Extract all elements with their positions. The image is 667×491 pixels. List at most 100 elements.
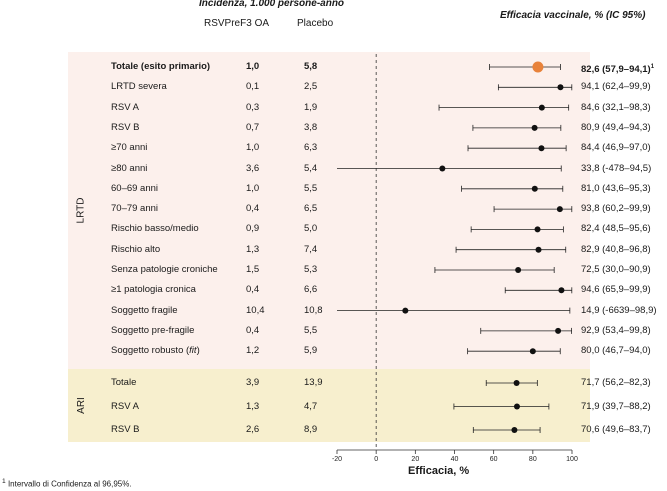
ari-group-label: ARI	[68, 369, 94, 442]
row-placebo-value: 2,5	[304, 81, 318, 93]
row-ci-text: 14,9 (-6639–98,9)	[581, 304, 657, 316]
row-vaccine-value: 0,1	[246, 81, 260, 93]
row-vaccine-value: 0,4	[246, 284, 260, 296]
row-ci-text: 70,6 (49,6–83,7)	[581, 424, 651, 435]
footnote: 1 Intervallo di Confidenza al 96,95%.	[2, 478, 132, 489]
row-label: RSV A	[111, 400, 139, 412]
row-ci-text: 71,9 (39,7–88,2)	[581, 400, 651, 412]
point-estimate	[557, 84, 564, 91]
row-label: Senza patologie croniche	[111, 264, 218, 275]
point-estimate	[555, 327, 562, 334]
row-ci-text: 71,7 (56,2–82,3)	[581, 377, 651, 388]
row-ci-text: 84,6 (32,1–98,3)	[581, 101, 651, 113]
row-vaccine-value: 1,0	[246, 61, 260, 72]
row-ci-text: 82,6 (57,9–94,1)1	[581, 64, 655, 76]
point-estimate	[531, 185, 538, 192]
row-label: Soggetto robusto (fit)	[111, 345, 200, 357]
row-label: RSV B	[111, 424, 140, 435]
point-estimate	[534, 226, 541, 233]
col-vaccine-header: RSVPreF3 OA	[204, 18, 270, 29]
row-placebo-value: 6,5	[304, 203, 318, 215]
row-placebo-value: 6,3	[304, 142, 318, 154]
row-label: ≥1 patologia cronica	[111, 284, 196, 296]
row-vaccine-value: 3,9	[246, 377, 260, 388]
row-ci-text: 81,0 (43,6–95,3)	[581, 182, 651, 194]
point-estimate	[556, 206, 563, 213]
row-vaccine-value: 3,6	[246, 162, 260, 174]
row-label: RSV B	[111, 121, 140, 133]
point-estimate	[558, 287, 565, 294]
point-estimate	[532, 61, 544, 73]
row-ci-text: 80,0 (46,7–94,0)	[581, 345, 651, 357]
row-placebo-value: 1,9	[304, 101, 318, 113]
row-vaccine-value: 2,6	[246, 424, 260, 435]
row-ci-text: 82,4 (48,5–95,6)	[581, 223, 651, 235]
row-vaccine-value: 0,4	[246, 203, 260, 215]
row-vaccine-value: 1,3	[246, 243, 260, 255]
row-label: Rischio alto	[111, 243, 161, 255]
row-vaccine-value: 1,5	[246, 264, 260, 275]
row-vaccine-value: 10,4	[246, 304, 265, 316]
point-estimate	[538, 145, 545, 152]
row-ci-text: 93,8 (60,2–99,9)	[581, 203, 651, 215]
row-placebo-value: 5,0	[304, 223, 318, 235]
x-tick-label: -20	[332, 456, 342, 463]
x-tick-label: 100	[566, 456, 578, 463]
row-vaccine-value: 0,7	[246, 121, 260, 133]
row-vaccine-value: 1,0	[246, 182, 260, 194]
x-tick-label: 80	[529, 456, 537, 463]
row-placebo-value: 13,9	[304, 377, 323, 388]
row-label: RSV A	[111, 101, 139, 113]
point-estimate	[535, 246, 542, 253]
row-placebo-value: 8,9	[304, 424, 318, 435]
row-placebo-value: 7,4	[304, 243, 318, 255]
row-placebo-value: 10,8	[304, 304, 323, 316]
lrtd-band	[94, 52, 590, 369]
row-label: Rischio basso/medio	[111, 223, 199, 235]
row-ci-text: 92,9 (53,4–99,8)	[581, 324, 651, 336]
row-placebo-value: 4,7	[304, 400, 318, 412]
point-estimate	[531, 124, 538, 131]
row-ci-text: 82,9 (40,8–96,8)	[581, 243, 651, 255]
row-ci-text: 94,6 (65,9–99,9)	[581, 284, 651, 296]
efficacy-title: Efficacia vaccinale, % (IC 95%)	[500, 10, 646, 21]
row-placebo-value: 6,6	[304, 284, 318, 296]
row-label: Soggetto fragile	[111, 304, 178, 316]
row-vaccine-value: 0,9	[246, 223, 260, 235]
row-label: ≥80 anni	[111, 162, 148, 174]
point-estimate	[513, 380, 520, 386]
row-placebo-value: 5,3	[304, 264, 318, 275]
row-label: Totale (esito primario)	[111, 61, 211, 72]
row-placebo-value: 5,4	[304, 162, 318, 174]
row-vaccine-value: 1,3	[246, 400, 260, 412]
point-estimate	[538, 104, 545, 111]
row-placebo-value: 5,8	[304, 61, 318, 72]
row-ci-text: 80,9 (49,4–94,3)	[581, 121, 651, 133]
row-label: Totale	[111, 377, 137, 388]
x-axis-label: Efficacia, %	[408, 465, 470, 477]
x-tick-label: 0	[374, 456, 378, 463]
row-vaccine-value: 0,3	[246, 101, 260, 113]
row-placebo-value: 5,5	[304, 182, 318, 194]
x-tick-label: 40	[451, 456, 459, 463]
row-vaccine-value: 1,2	[246, 345, 260, 357]
point-estimate	[515, 267, 522, 273]
col-placebo-header: Placebo	[297, 18, 334, 29]
row-label: 60–69 anni	[111, 182, 159, 194]
row-vaccine-value: 0,4	[246, 324, 260, 336]
row-label: ≥70 anni	[111, 142, 148, 154]
row-placebo-value: 5,9	[304, 345, 318, 357]
point-estimate	[513, 403, 520, 410]
point-estimate	[402, 307, 409, 314]
point-estimate	[439, 165, 446, 172]
point-estimate	[511, 427, 518, 433]
row-ci-text: 94,1 (62,4–99,9)	[581, 81, 651, 93]
row-ci-text: 72,5 (30,0–90,9)	[581, 264, 651, 275]
row-ci-text: 84,4 (46,9–97,0)	[581, 142, 651, 154]
row-placebo-value: 5,5	[304, 324, 318, 336]
row-label: 70–79 anni	[111, 203, 159, 215]
x-tick-label: 20	[411, 456, 419, 463]
lrtd-group-label: LRTD	[68, 52, 94, 369]
row-label: Soggetto pre-fragile	[111, 324, 195, 336]
